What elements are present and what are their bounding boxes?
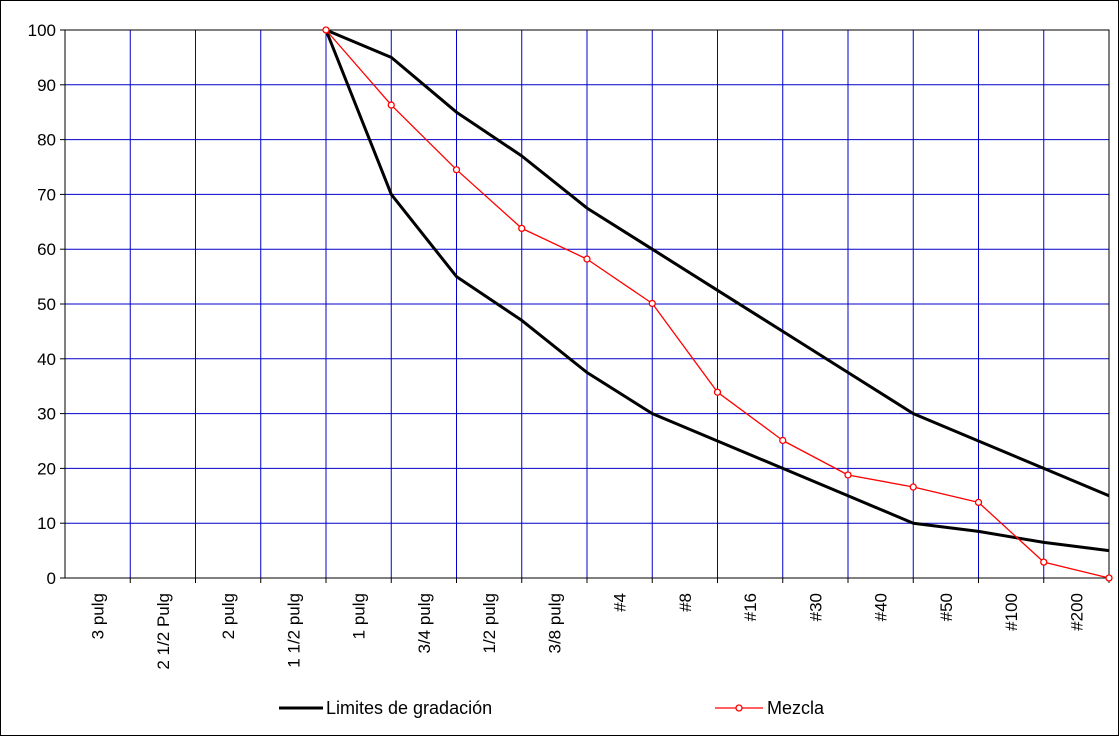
x-tick-label: #200: [1067, 593, 1086, 631]
y-tick-label: 30: [37, 405, 56, 424]
legend: Limites de gradación Mezcla: [279, 698, 825, 718]
y-tick-label: 80: [37, 131, 56, 150]
mix-point: [583, 255, 591, 263]
mix-point: [713, 388, 722, 396]
mix-point: [648, 299, 656, 308]
y-tick-label: 0: [47, 569, 56, 588]
mix-point: [1040, 558, 1048, 566]
y-tick-label: 20: [37, 459, 56, 478]
mix-point: [322, 26, 330, 34]
x-tick-label: 1 1/2 pulg: [284, 593, 303, 668]
y-tick-label: 10: [37, 514, 56, 533]
legend-label-mix: Mezcla: [767, 698, 825, 718]
x-tick-label: 1 pulg: [350, 593, 369, 639]
mix-point: [1105, 574, 1113, 582]
x-tick-label: 3/8 pulg: [545, 593, 564, 654]
y-tick-label: 100: [28, 21, 56, 40]
x-tick-label: 1/2 pulg: [480, 593, 499, 654]
y-tick-label: 40: [37, 350, 56, 369]
x-axis-ticks: 3 pulg 2 1/2 Pulg 2 pulg 1 1/2 pulg 1 pulg 3/…: [89, 578, 1110, 670]
mix-point: [518, 224, 526, 233]
x-tick-label: 3/4 pulg: [415, 593, 434, 654]
x-tick-label: #30: [806, 593, 825, 621]
x-tick-label: #8: [676, 593, 695, 612]
y-tick-label: 90: [37, 76, 56, 95]
x-tick-label: #16: [741, 593, 760, 621]
mix-point: [779, 436, 787, 445]
mix-point: [387, 101, 395, 109]
x-tick-label: #100: [1002, 593, 1021, 631]
mix-point: [909, 483, 917, 491]
series-line-upper: [325, 28, 1110, 498]
x-tick-label: 2 1/2 Pulg: [154, 593, 173, 670]
series-line-lower: [324, 29, 1110, 553]
y-tick-label: 50: [37, 295, 56, 314]
mix-point: [452, 166, 461, 174]
series-lines: [322, 26, 1113, 582]
y-axis-ticks: 0 10 20 30 40 50 60 70 80 90 100: [28, 21, 65, 588]
legend-marker-mix: [735, 704, 743, 712]
x-tick-label: #50: [937, 593, 956, 621]
legend-label-limits: Limites de gradación: [326, 698, 492, 718]
y-tick-label: 70: [37, 185, 56, 204]
x-tick-label: #40: [872, 593, 891, 621]
x-tick-label: #4: [611, 593, 630, 612]
x-tick-label: 2 pulg: [219, 593, 238, 639]
mix-point: [974, 498, 983, 507]
mix-point: [844, 471, 852, 479]
x-tick-label: 3 pulg: [89, 593, 108, 639]
y-tick-label: 60: [37, 240, 56, 259]
